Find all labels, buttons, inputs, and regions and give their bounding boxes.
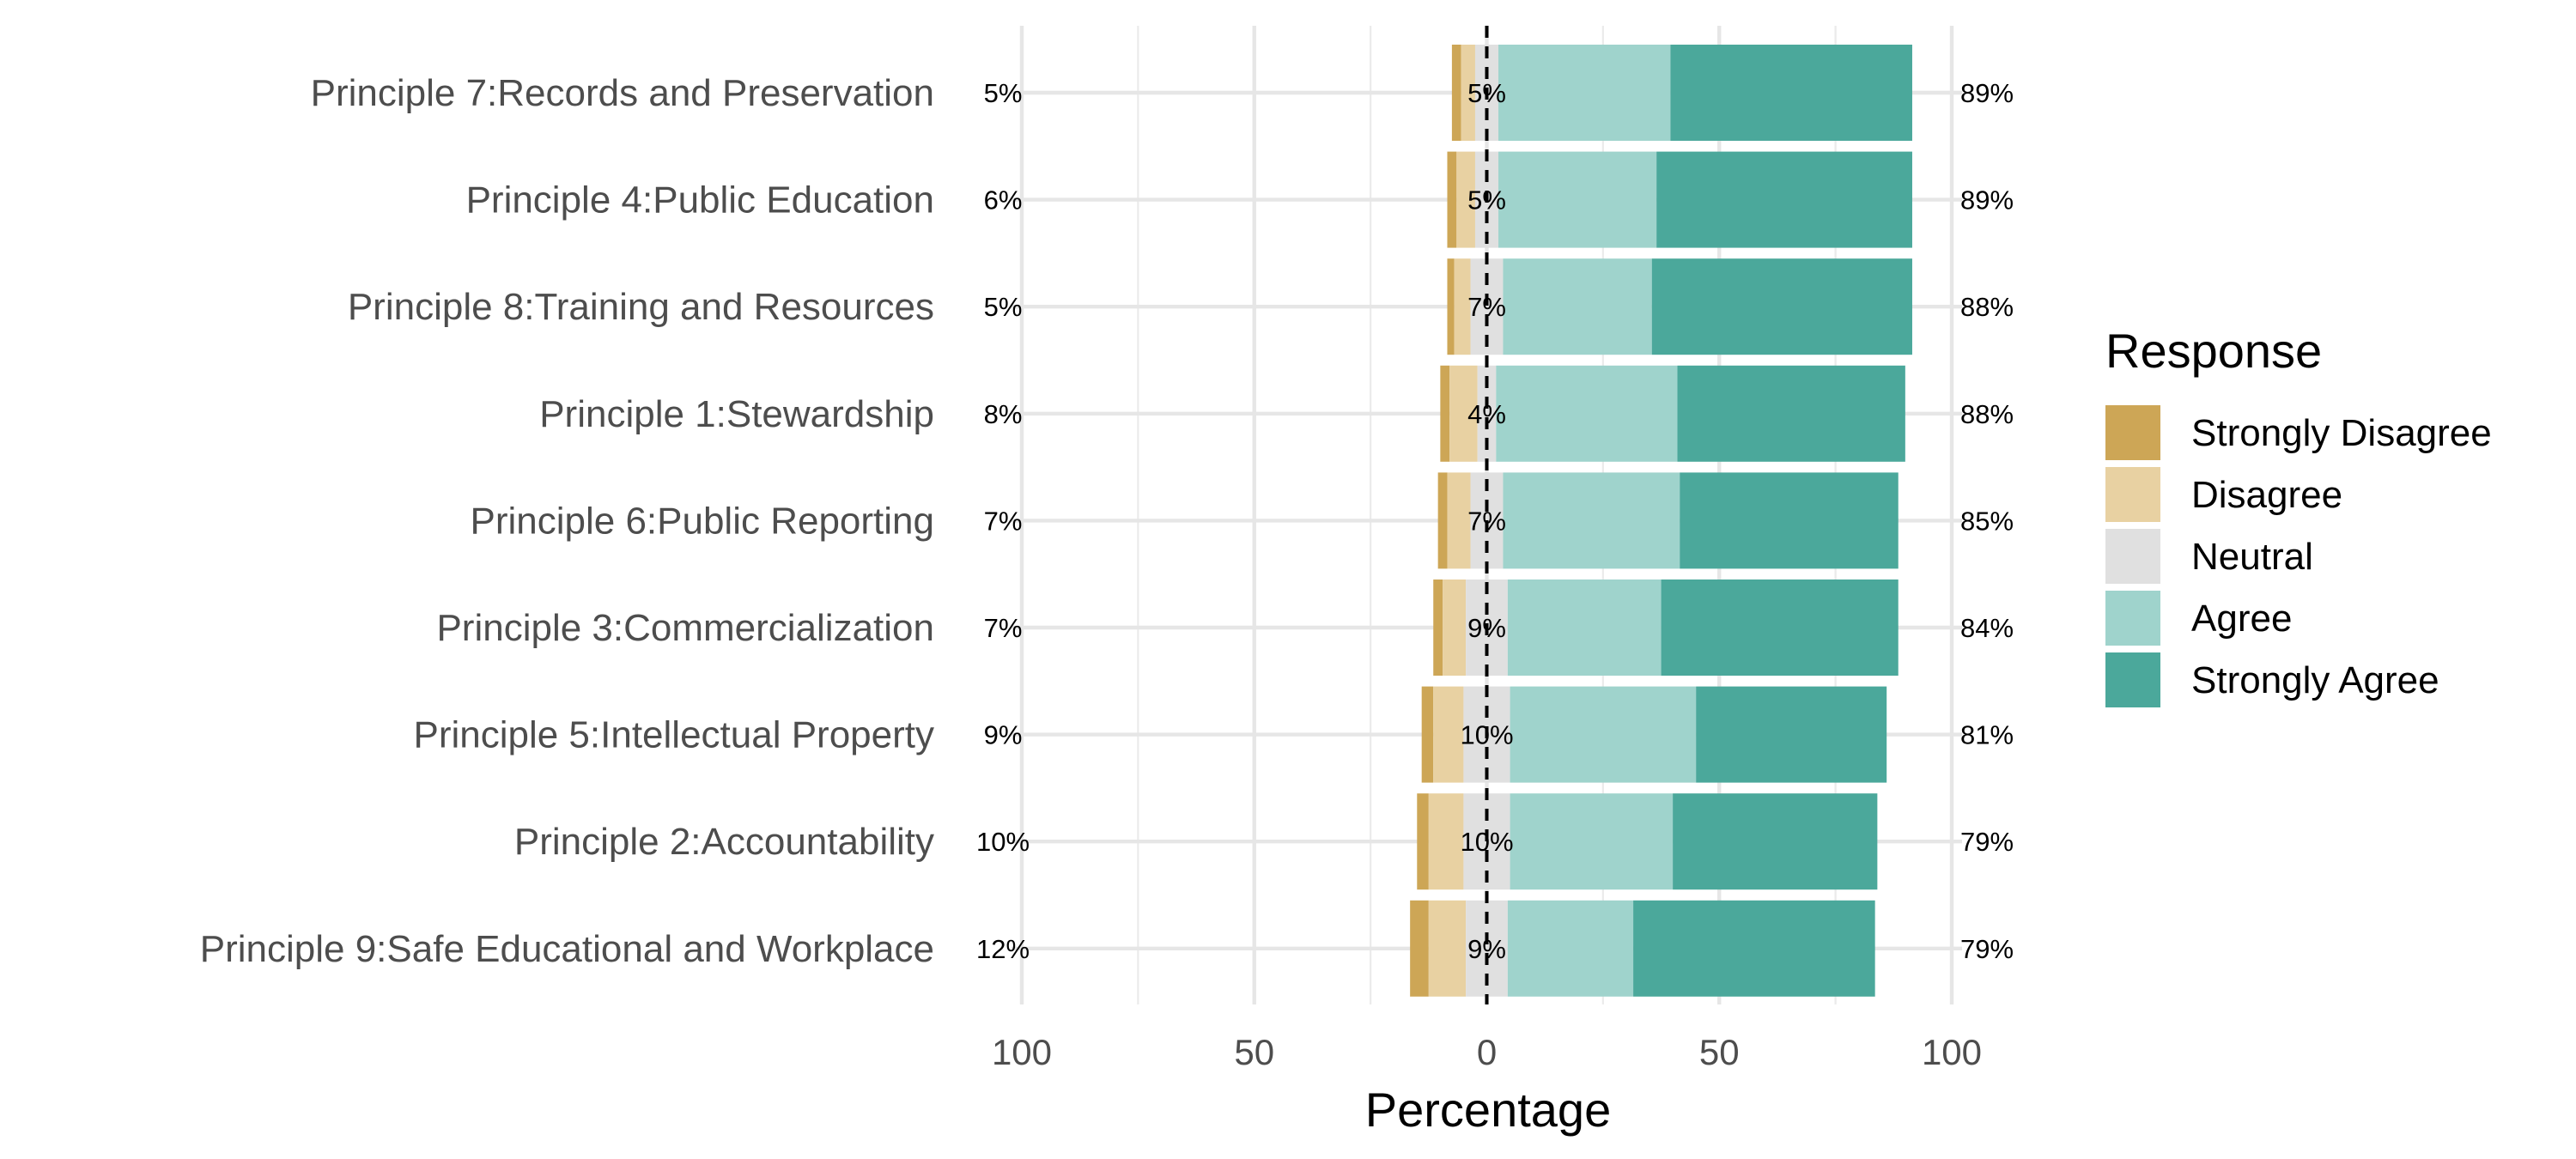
disagree-total-label: 12% bbox=[976, 934, 1030, 964]
labels: Principle 7:Records and Preservation 5% 5%… bbox=[200, 72, 2014, 970]
neutral-label: 4% bbox=[1467, 399, 1506, 429]
legend-label-strongly-disagree: Strongly Disagree bbox=[2191, 412, 2492, 454]
category-label: Principle 8:Training and Resources bbox=[348, 286, 934, 328]
bar-disagree bbox=[1428, 793, 1464, 890]
bar-agree bbox=[1498, 45, 1671, 141]
bar-disagree bbox=[1443, 580, 1467, 676]
bar-strongly-disagree bbox=[1410, 900, 1429, 997]
bar-strongly-agree bbox=[1677, 365, 1905, 462]
neutral-label: 10% bbox=[1460, 720, 1513, 750]
disagree-total-label: 8% bbox=[984, 399, 1023, 429]
bar-strongly-disagree bbox=[1447, 151, 1457, 248]
bar-disagree bbox=[1461, 45, 1475, 141]
bar-agree bbox=[1498, 151, 1657, 248]
bar-strongly-disagree bbox=[1437, 472, 1448, 569]
disagree-total-label: 10% bbox=[976, 827, 1030, 857]
agree-total-label: 79% bbox=[1960, 934, 2014, 964]
legend: Response Strongly Disagree Disagree Neutra… bbox=[2105, 324, 2492, 707]
agree-total-label: 88% bbox=[1960, 399, 2014, 429]
disagree-total-label: 6% bbox=[984, 185, 1023, 215]
bar-strongly-agree bbox=[1670, 45, 1912, 141]
bar-strongly-agree bbox=[1673, 793, 1878, 890]
disagree-total-label: 5% bbox=[984, 78, 1023, 108]
bar-strongly-disagree bbox=[1451, 45, 1461, 141]
x-tick-label: 100 bbox=[992, 1032, 1052, 1072]
bar-disagree bbox=[1447, 472, 1471, 569]
agree-total-label: 84% bbox=[1960, 613, 2014, 643]
bar-agree bbox=[1510, 686, 1697, 783]
legend-label-neutral: Neutral bbox=[2191, 536, 2313, 578]
neutral-label: 5% bbox=[1467, 185, 1506, 215]
x-axis: Percentage 100 50 0 50 100 bbox=[992, 1032, 1982, 1137]
x-tick-label: 50 bbox=[1234, 1032, 1274, 1072]
bar-strongly-agree bbox=[1651, 258, 1912, 355]
bar-strongly-disagree bbox=[1440, 365, 1450, 462]
bar-strongly-agree bbox=[1656, 151, 1912, 248]
legend-title: Response bbox=[2105, 324, 2322, 378]
legend-key-disagree bbox=[2105, 467, 2160, 522]
agree-total-label: 89% bbox=[1960, 185, 2014, 215]
bar-agree bbox=[1503, 258, 1652, 355]
category-label: Principle 3:Commercialization bbox=[436, 607, 934, 649]
disagree-total-label: 7% bbox=[984, 613, 1023, 643]
neutral-label: 10% bbox=[1460, 827, 1513, 857]
legend-key-strongly-agree bbox=[2105, 652, 2160, 707]
x-axis-title: Percentage bbox=[1365, 1083, 1611, 1137]
bar-strongly-agree bbox=[1661, 580, 1899, 676]
neutral-label: 7% bbox=[1467, 292, 1506, 322]
x-tick-label: 100 bbox=[1922, 1032, 1982, 1072]
bar-disagree bbox=[1428, 900, 1467, 997]
agree-total-label: 81% bbox=[1960, 720, 2014, 750]
disagree-total-label: 5% bbox=[984, 292, 1023, 322]
bar-agree bbox=[1496, 365, 1678, 462]
x-tick-label: 0 bbox=[1477, 1032, 1497, 1072]
legend-label-disagree: Disagree bbox=[2191, 474, 2342, 516]
disagree-total-label: 9% bbox=[984, 720, 1023, 750]
agree-total-label: 89% bbox=[1960, 78, 2014, 108]
agree-total-label: 79% bbox=[1960, 827, 2014, 857]
bar-strongly-agree bbox=[1680, 472, 1899, 569]
bar-disagree bbox=[1433, 686, 1464, 783]
category-label: Principle 4:Public Education bbox=[466, 179, 934, 221]
bar-disagree bbox=[1449, 365, 1478, 462]
disagree-total-label: 7% bbox=[984, 506, 1023, 536]
neutral-label: 5% bbox=[1467, 78, 1506, 108]
category-label: Principle 5:Intellectual Property bbox=[413, 714, 934, 756]
category-label: Principle 7:Records and Preservation bbox=[311, 72, 934, 114]
bar-strongly-agree bbox=[1696, 686, 1887, 783]
legend-key-agree bbox=[2105, 591, 2160, 646]
bar-agree bbox=[1507, 580, 1662, 676]
category-label: Principle 2:Accountability bbox=[514, 821, 934, 863]
bar-strongly-agree bbox=[1633, 900, 1875, 997]
legend-key-strongly-disagree bbox=[2105, 405, 2160, 460]
bar-agree bbox=[1503, 472, 1680, 569]
bar-strongly-disagree bbox=[1447, 258, 1455, 355]
neutral-label: 9% bbox=[1467, 934, 1506, 964]
legend-label-strongly-agree: Strongly Agree bbox=[2191, 659, 2439, 701]
bar-neutral bbox=[1477, 365, 1497, 462]
bar-disagree bbox=[1456, 151, 1475, 248]
legend-label-agree: Agree bbox=[2191, 598, 2292, 640]
bar-agree bbox=[1510, 793, 1674, 890]
bar-strongly-disagree bbox=[1421, 686, 1434, 783]
neutral-label: 9% bbox=[1467, 613, 1506, 643]
bar-disagree bbox=[1454, 258, 1471, 355]
category-label: Principle 1:Stewardship bbox=[539, 393, 934, 435]
x-tick-label: 50 bbox=[1699, 1032, 1740, 1072]
bar-strongly-disagree bbox=[1433, 580, 1443, 676]
bars bbox=[1410, 45, 1912, 997]
bar-strongly-disagree bbox=[1417, 793, 1429, 890]
neutral-label: 7% bbox=[1467, 506, 1506, 536]
bar-agree bbox=[1507, 900, 1634, 997]
category-label: Principle 9:Safe Educational and Workpla… bbox=[200, 928, 934, 970]
legend-key-neutral bbox=[2105, 529, 2160, 584]
agree-total-label: 88% bbox=[1960, 292, 2014, 322]
agree-total-label: 85% bbox=[1960, 506, 2014, 536]
category-label: Principle 6:Public Reporting bbox=[470, 500, 934, 542]
